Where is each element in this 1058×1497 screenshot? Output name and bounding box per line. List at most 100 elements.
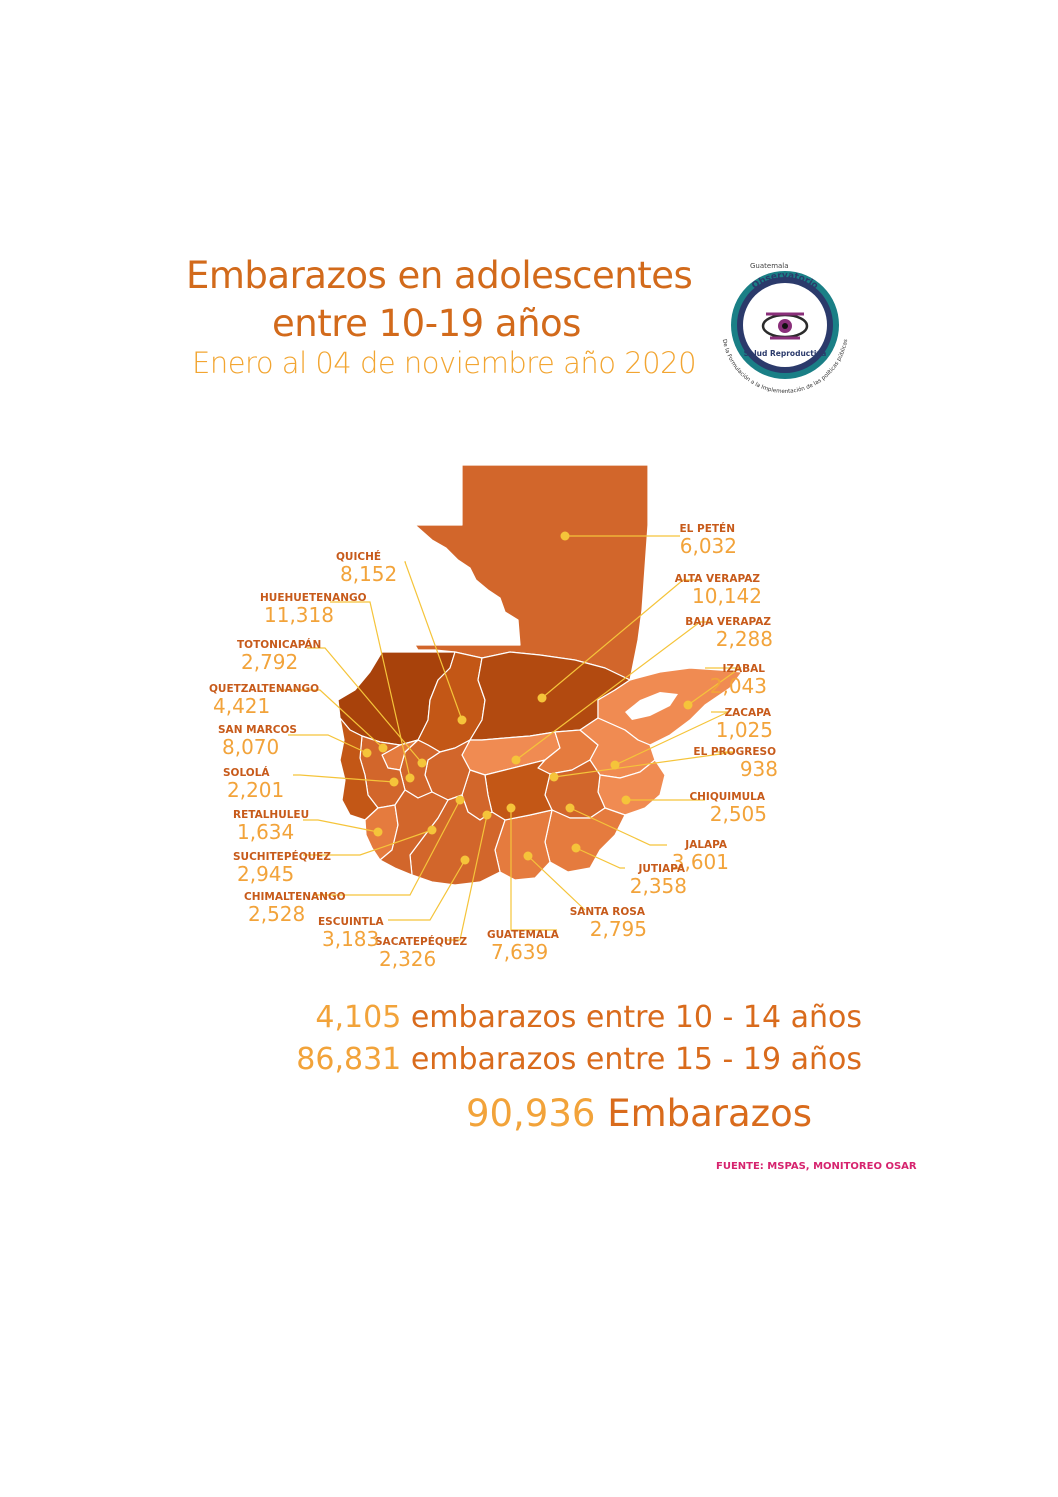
marker-el-progreso (549, 772, 559, 782)
label-name-jutiapa: JUTIAPA (638, 863, 686, 875)
label-name-escuintla: ESCUINTLA (318, 916, 385, 928)
marker-jalapa (565, 803, 575, 813)
leader-line-escuintla (388, 859, 466, 921)
marker-quetzaltenango (378, 743, 388, 753)
label-name-retalhuleu: RETALHULEU (233, 809, 309, 821)
marker-suchitepequez (427, 825, 437, 835)
title-line-2: entre 10-19 años (272, 302, 581, 345)
total-15-19-text: embarazos entre 15 - 19 años (410, 1042, 862, 1077)
leader-line-jutiapa (575, 847, 625, 869)
label-value-suchitepequez: 2,945 (237, 862, 294, 886)
total-text: Embarazos (607, 1092, 812, 1135)
marker-huehuetenango (405, 773, 415, 783)
observatorio-logo: Observatorio Salud Reproductiva Guatemal… (721, 262, 850, 395)
department-markers (362, 531, 693, 865)
label-value-quiche: 8,152 (340, 562, 397, 586)
marker-totonicapan (417, 758, 427, 768)
total-pregnancies: 90,936 Embarazos (466, 1092, 812, 1135)
leader-line-san-marcos (288, 734, 368, 754)
leader-line-zacapa (614, 711, 729, 766)
leader-line-huehuetenango (330, 601, 411, 779)
label-name-izabal: IZABAL (723, 663, 766, 675)
leader-lines (279, 535, 742, 941)
label-name-huehuetenango: HUEHUETENANGO (260, 592, 367, 604)
label-value-totonicapan: 2,792 (241, 650, 298, 674)
label-value-el-progreso: 938 (740, 757, 778, 781)
marker-sacatepequez (482, 810, 492, 820)
label-name-sacatepequez: SACATEPÉQUEZ (375, 935, 468, 948)
marker-izabal (683, 700, 693, 710)
label-value-solola: 2,201 (227, 778, 284, 802)
leader-line-retalhuleu (303, 819, 379, 833)
label-value-izabal: 2,043 (710, 674, 767, 698)
label-name-jalapa: JALAPA (684, 839, 728, 851)
leader-line-izabal (687, 667, 742, 706)
marker-alta-verapaz (537, 693, 547, 703)
leader-line-baja-verapaz (515, 621, 711, 761)
label-value-baja-verapaz: 2,288 (716, 627, 773, 651)
total-15-19: 86,831 embarazos entre 15 - 19 años (296, 1042, 862, 1077)
logo-top-text: Guatemala (750, 262, 789, 270)
leader-line-guatemala (510, 808, 557, 931)
label-value-huehuetenango: 11,318 (264, 603, 334, 627)
label-name-solola: SOLOLÁ (223, 766, 270, 779)
label-value-quetzaltenango: 4,421 (213, 694, 270, 718)
lake-izabal (625, 692, 678, 720)
total-10-14-text: embarazos entre 10 - 14 años (410, 1000, 862, 1035)
leader-line-quiche (404, 561, 463, 721)
marker-santa-rosa (523, 851, 533, 861)
label-name-san-marcos: SAN MARCOS (218, 724, 297, 736)
label-value-zacapa: 1,025 (716, 718, 773, 742)
label-name-chiquimula: CHIQUIMULA (689, 791, 765, 803)
marker-guatemala (506, 803, 516, 813)
leader-line-totonicapan (307, 647, 423, 764)
label-value-san-marcos: 8,070 (222, 735, 279, 759)
label-name-quetzaltenango: QUETZALTENANGO (209, 683, 319, 695)
marker-escuintla (460, 855, 470, 865)
label-name-santa-rosa: SANTA ROSA (570, 906, 646, 918)
label-value-retalhuleu: 1,634 (237, 820, 294, 844)
region-suchitepequez (379, 789, 449, 876)
label-value-jalapa: 3,601 (672, 850, 729, 874)
label-name-guatemala: GUATEMALA (487, 929, 560, 941)
marker-el-peten (560, 531, 570, 541)
label-name-el-peten: EL PETÉN (679, 522, 735, 535)
source-note: FUENTE: MSPAS, MONITOREO OSAR (716, 1161, 917, 1172)
label-name-quiche: QUICHÉ (336, 550, 381, 563)
eye-icon (761, 312, 809, 340)
leader-line-alta-verapaz (541, 579, 700, 699)
label-name-baja-verapaz: BAJA VERAPAZ (685, 616, 771, 628)
label-value-chiquimula: 2,505 (710, 802, 767, 826)
marker-chiquimula (621, 795, 631, 805)
marker-solola (389, 777, 399, 787)
marker-quiche (457, 715, 467, 725)
marker-baja-verapaz (511, 755, 521, 765)
label-name-totonicapan: TOTONICAPÁN (237, 638, 321, 651)
title-line-1: Embarazos en adolescentes (186, 254, 693, 297)
label-value-alta-verapaz: 10,142 (692, 584, 762, 608)
marker-zacapa (610, 760, 620, 770)
marker-chimaltenango (455, 795, 465, 805)
leader-line-jalapa (569, 807, 667, 846)
leader-line-suchitepequez (303, 829, 433, 856)
total-number: 90,936 (465, 1092, 596, 1135)
marker-jutiapa (571, 843, 581, 853)
label-name-chimaltenango: CHIMALTENANGO (244, 891, 346, 903)
label-value-el-peten: 6,032 (680, 534, 737, 558)
label-value-santa-rosa: 2,795 (590, 917, 647, 941)
label-value-jutiapa: 2,358 (630, 874, 687, 898)
label-name-el-progreso: EL PROGRESO (693, 746, 776, 758)
label-name-zacapa: ZACAPA (725, 707, 772, 719)
leader-line-santa-rosa (527, 855, 586, 911)
leader-line-sacatepequez (445, 814, 488, 941)
label-name-suchitepequez: SUCHITEPÉQUEZ (233, 850, 331, 863)
label-name-alta-verapaz: ALTA VERAPAZ (675, 573, 761, 585)
leader-line-solola (293, 774, 395, 783)
leader-line-quetzaltenango (279, 689, 384, 749)
logo-name-line2: Salud Reproductiva (744, 349, 827, 358)
region-izabal (597, 667, 743, 746)
total-15-19-number: 86,831 (296, 1042, 402, 1077)
